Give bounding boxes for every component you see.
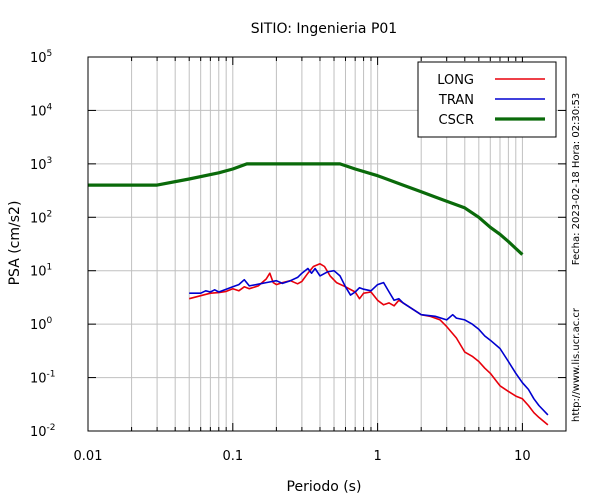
series-layer — [88, 162, 549, 426]
series-line-long — [188, 263, 549, 426]
legend: LONG TRAN CSCR — [417, 61, 557, 138]
y-tick-label: 10-1 — [30, 370, 56, 387]
plot-frame — [87, 56, 567, 432]
y-tick-label: 10-2 — [30, 423, 56, 440]
x-axis-label: Periodo (s) — [287, 479, 362, 495]
source-url: http://www.lis.ucr.ac.cr — [571, 307, 582, 422]
legend-label-cscr: CSCR — [439, 113, 474, 128]
y-axis-label: PSA (cm/s2) — [7, 201, 23, 286]
y-tick-label: 105 — [30, 49, 52, 66]
y-tick-label: 100 — [30, 316, 53, 333]
y-tick-label: 104 — [30, 102, 53, 119]
x-tick-label: 0.01 — [74, 449, 103, 464]
chart-title: SITIO: Ingenieria P01 — [251, 21, 397, 37]
legend-label-long: LONG — [437, 73, 474, 88]
y-tick-label: 101 — [30, 263, 52, 280]
y-tick-label: 102 — [30, 209, 52, 226]
date-stamp: Fecha: 2023-02-18 Hora: 02:30:53 — [571, 93, 582, 266]
y-tick-label: 103 — [30, 156, 52, 173]
x-tick-label: 10 — [514, 449, 531, 464]
x-tick-label: 0.1 — [222, 449, 243, 464]
axis-ticks: 0.01 0.1 1 10 10-2 10-1 100 101 102 103 104 105 — [30, 49, 566, 464]
series-line-cscr — [88, 162, 524, 256]
legend-label-tran: TRAN — [438, 93, 474, 108]
series-line-tran — [189, 267, 549, 416]
x-tick-label: 1 — [373, 449, 381, 464]
